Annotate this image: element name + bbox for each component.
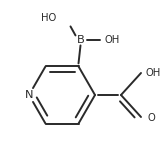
Text: OH: OH [104,35,120,45]
Text: N: N [25,90,33,100]
Text: HO: HO [41,13,56,23]
Text: O: O [147,113,155,123]
Text: OH: OH [145,68,160,78]
Text: B: B [77,35,84,45]
